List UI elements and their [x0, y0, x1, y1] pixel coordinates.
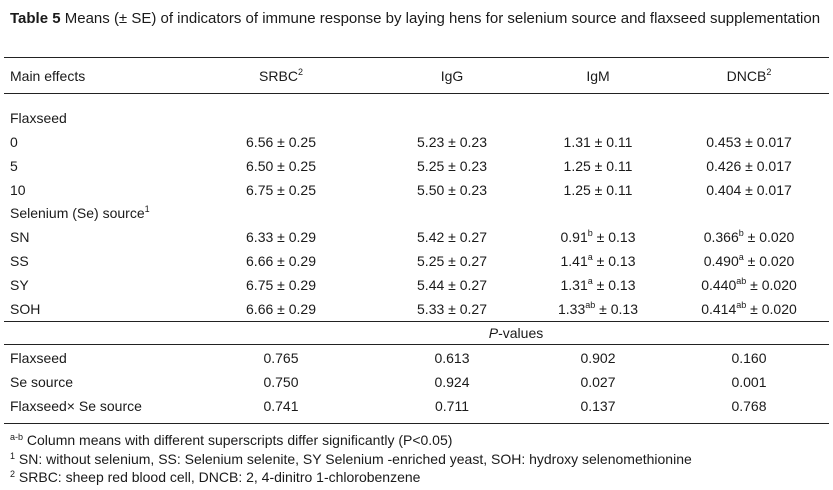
- cell-igm: 1.25 ± 0.11: [563, 182, 633, 198]
- cell-dncb: 0.414ab ± 0.020: [701, 300, 797, 318]
- table-label: Table 5: [10, 10, 61, 27]
- cell-igm: 0.91b ± 0.13: [560, 228, 636, 246]
- header-srbc: SRBC2: [259, 67, 303, 85]
- header-main-effects: Main effects: [10, 68, 86, 84]
- cell-srbc: 6.66 ± 0.29: [246, 253, 316, 269]
- cell-igg: 0.613: [434, 350, 470, 366]
- cell-igm: 1.31 ± 0.11: [563, 134, 633, 150]
- row-label: SS: [10, 253, 29, 269]
- cell-dncb: 0.426 ± 0.017: [706, 158, 792, 174]
- cell-igg: 0.924: [434, 374, 470, 390]
- header-rule: [4, 93, 829, 94]
- cell-srbc: 6.66 ± 0.29: [246, 301, 316, 317]
- cell-igg: 5.44 ± 0.27: [417, 277, 487, 293]
- cell-srbc: 0.765: [263, 350, 299, 366]
- row-label: Se source: [10, 374, 74, 390]
- bottom-rule: [4, 423, 829, 424]
- top-rule: [4, 57, 829, 58]
- cell-srbc: 0.741: [263, 398, 299, 414]
- cell-igm: 0.027: [580, 374, 616, 390]
- table-caption: Table 5 Means (± SE) of indicators of im…: [10, 8, 825, 29]
- footnote-significance: a-b Column means with different superscr…: [10, 432, 453, 448]
- cell-srbc: 0.750: [263, 374, 299, 390]
- cell-igg: 5.50 ± 0.23: [417, 182, 487, 198]
- cell-dncb: 0.366b ± 0.020: [703, 228, 795, 246]
- cell-dncb: 0.404 ± 0.017: [706, 182, 792, 198]
- row-label: Flaxseed× Se source: [10, 398, 142, 414]
- cell-srbc: 6.56 ± 0.25: [246, 134, 316, 150]
- cell-igg: 5.25 ± 0.27: [417, 253, 487, 269]
- flaxseed-group-title: Flaxseed: [10, 110, 67, 126]
- row-label: 0: [10, 134, 18, 150]
- row-label: 5: [10, 158, 18, 174]
- row-label: SN: [10, 229, 30, 245]
- row-label: Flaxseed: [10, 350, 67, 366]
- cell-dncb: 0.440ab ± 0.020: [701, 276, 797, 294]
- cell-igm: 1.41a ± 0.13: [560, 252, 636, 270]
- row-label: 10: [10, 182, 26, 198]
- table-title: Means (± SE) of indicators of immune res…: [64, 10, 821, 27]
- pvalues-header-rule: [4, 344, 829, 345]
- cell-srbc: 6.75 ± 0.25: [246, 182, 316, 198]
- row-label: SOH: [10, 301, 41, 317]
- header-dncb: DNCB2: [726, 67, 772, 85]
- pvalues-heading: P-values: [488, 325, 544, 341]
- cell-dncb: 0.768: [731, 398, 767, 414]
- footnote-selenium-sources: 1 SN: without selenium, SS: Selenium sel…: [10, 451, 692, 467]
- cell-srbc: 6.50 ± 0.25: [246, 158, 316, 174]
- cell-srbc: 6.75 ± 0.29: [246, 277, 316, 293]
- cell-igg: 0.711: [435, 398, 469, 414]
- footnote-abbreviations: 2 SRBC: sheep red blood cell, DNCB: 2, 4…: [10, 469, 421, 485]
- cell-srbc: 6.33 ± 0.29: [246, 229, 316, 245]
- cell-dncb: 0.001: [731, 374, 767, 390]
- cell-igg: 5.42 ± 0.27: [417, 229, 487, 245]
- cell-igm: 1.25 ± 0.11: [563, 158, 633, 174]
- pvalues-top-rule: [4, 321, 829, 322]
- cell-dncb: 0.453 ± 0.017: [706, 134, 792, 150]
- row-label: SY: [10, 277, 29, 293]
- header-igm: IgM: [586, 68, 610, 84]
- cell-igg: 5.25 ± 0.23: [417, 158, 487, 174]
- cell-igm: 0.902: [580, 350, 616, 366]
- cell-igg: 5.33 ± 0.27: [417, 301, 487, 317]
- header-igg: IgG: [440, 68, 464, 84]
- cell-igm: 0.137: [580, 398, 616, 414]
- cell-dncb: 0.160: [731, 350, 767, 366]
- cell-igm: 1.31a ± 0.13: [560, 276, 636, 294]
- cell-igm: 1.33ab ± 0.13: [558, 300, 638, 318]
- cell-igg: 5.23 ± 0.23: [417, 134, 487, 150]
- cell-dncb: 0.490a ± 0.020: [703, 252, 795, 270]
- selenium-group-title: Selenium (Se) source1: [10, 204, 150, 222]
